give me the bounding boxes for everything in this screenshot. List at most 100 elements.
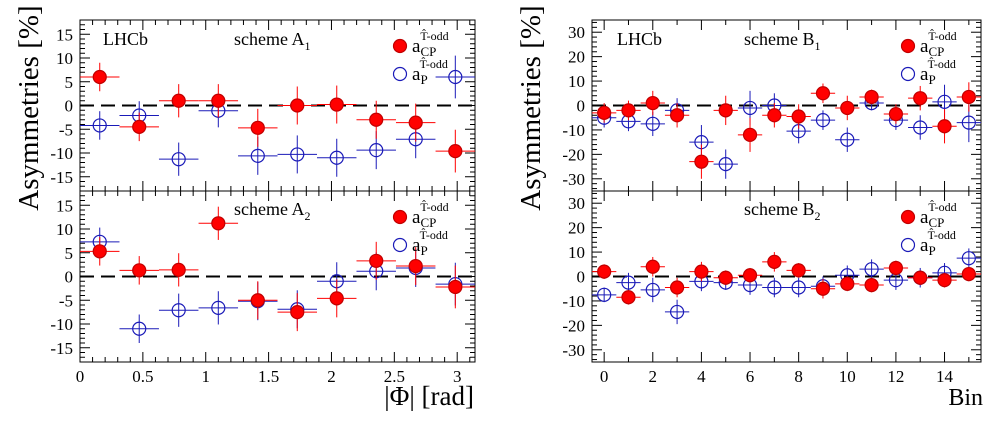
x-tick-label: 0.5 [132,367,153,386]
filled-marker [290,305,305,320]
filled-marker [211,216,226,231]
y-tick-label: -10 [562,121,585,140]
filled-marker [132,263,147,278]
open-marker [171,152,186,167]
legend-p-marker [900,66,916,82]
x-tick-label: 4 [697,367,706,386]
filled-marker [888,260,904,276]
cp-point [908,85,933,111]
filled-marker [621,290,636,305]
legend-p-marker [392,66,408,82]
p-point [158,293,199,327]
y-tick-label: -10 [50,144,73,163]
data-markers [592,82,981,179]
x-tick-label: 3 [453,367,462,386]
scheme-label-sub: 2 [304,209,310,223]
legend-p-label: aPT̂-odd [920,57,956,87]
filled-marker [815,281,831,296]
filled-marker [250,293,265,308]
left-x-axis-label: |Φ| [rad] [384,381,474,411]
open-marker [597,287,612,302]
filled-marker [742,268,758,283]
y-tick-label: 0 [65,97,74,116]
legend-p-marker [392,237,408,253]
y-tick-label: -15 [50,339,73,358]
open-marker [250,148,265,163]
p-point [908,115,933,140]
open-marker [791,280,806,295]
p-point [713,149,738,179]
legend-cp-marker [900,209,916,225]
legend-cp-marker [392,209,408,225]
cp-point [689,144,714,179]
filled-marker [913,270,928,285]
cp-point [356,241,396,280]
y-tick-label: -10 [50,315,73,334]
axis-ticks: -15 -10 -5 0 5 10 15 [50,190,475,363]
cp-point [435,265,476,309]
cp-point [277,293,318,332]
experiment-label: LHCb [617,29,662,49]
y-tick-label: -5 [59,120,73,139]
scheme-label-sub: 1 [814,39,820,53]
cp-point [317,279,357,318]
cp-point [80,62,120,92]
legend-cp-label: aCPT̂-odd [412,29,449,59]
cp-point [835,276,860,292]
open-marker [742,100,758,116]
filled-marker [597,264,612,279]
y-tick-label: 30 [568,23,585,42]
filled-marker [815,86,831,101]
legend-p-label: aPT̂-odd [920,228,956,258]
filled-marker [92,244,107,259]
filled-marker [669,108,685,123]
y-tick-label: -10 [562,292,585,311]
p-point [616,272,641,293]
filled-marker [290,98,305,113]
filled-marker [791,263,806,278]
experiment-label: LHCb [103,29,148,49]
p-point [810,110,836,130]
x-tick-label: 14 [936,367,954,386]
y-tick-label: -30 [562,170,585,189]
p-point [592,287,617,303]
filled-marker [250,120,265,135]
cp-point [198,206,239,240]
filled-marker [791,109,806,124]
open-marker [132,321,147,336]
p-point [664,299,690,325]
p-point [835,127,860,152]
cp-point [908,270,933,286]
open-marker [718,157,733,172]
filled-marker [92,69,107,85]
filled-marker [694,264,709,279]
cp-point [859,89,884,105]
cp-point [158,84,199,118]
filled-marker [448,144,463,159]
open-marker [669,304,685,320]
x-tick-label: 2.5 [384,367,405,386]
y-tick-label: 10 [568,243,585,262]
legend-cp-marker [900,38,916,54]
scheme-label-main: scheme B [744,199,814,219]
cp-point [786,104,811,129]
panel-scheme-b2: -30 -20 -10 0 10 20 30 scheme B2 aCPT̂-oddaPT̂… [562,190,982,363]
cp-point [119,256,159,285]
filled-marker [329,97,344,112]
x-tick-label: 1 [201,367,210,386]
y-tick-label: 5 [65,73,74,92]
scheme-label-main: scheme B [744,29,814,49]
cp-point [932,109,957,144]
y-tick-label: 30 [568,194,585,213]
cp-point [835,95,860,121]
p-point [198,291,239,325]
open-marker [329,150,344,165]
y-tick-label: 20 [568,48,585,67]
cp-point [859,277,884,293]
filled-marker [913,91,928,106]
cp-point [238,281,278,320]
y-tick-label: -5 [59,291,73,310]
open-marker [961,251,976,266]
cp-point [238,108,278,147]
